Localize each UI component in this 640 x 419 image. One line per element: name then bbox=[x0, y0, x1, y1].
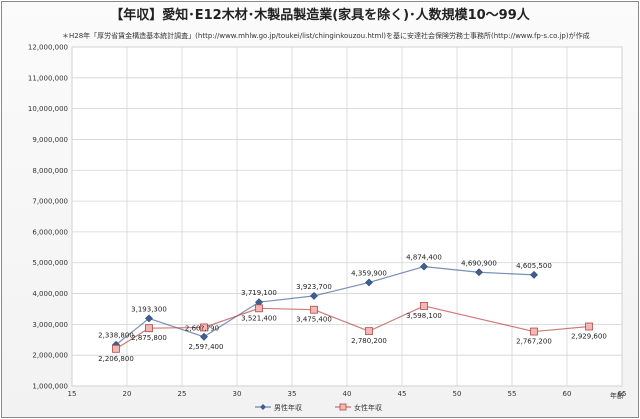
data-label: 3,923,700 bbox=[296, 283, 332, 291]
female-point-marker bbox=[112, 344, 120, 353]
series-segment bbox=[368, 266, 425, 284]
male-point-marker bbox=[200, 332, 208, 341]
y-tick-label: 2,000,000 bbox=[32, 352, 68, 360]
series-lines bbox=[112, 262, 593, 353]
data-label: 4,605,500 bbox=[516, 262, 552, 270]
x-tick-label: 50 bbox=[453, 390, 462, 398]
female-point-marker bbox=[310, 305, 318, 314]
series-segment bbox=[203, 301, 260, 338]
series-segment bbox=[115, 327, 150, 350]
female-point-marker bbox=[530, 327, 538, 336]
y-tick-label: 8,000,000 bbox=[32, 167, 68, 175]
data-label: 3,193,300 bbox=[131, 305, 167, 313]
data-label: 2,767,200 bbox=[516, 338, 552, 346]
legend: 男性年収 女性年収 bbox=[255, 403, 382, 412]
x-tick-label: 30 bbox=[233, 390, 242, 398]
x-tick-label: 55 bbox=[508, 390, 517, 398]
data-label: 4,690,900 bbox=[461, 259, 497, 267]
data-label: 2,929,600 bbox=[571, 333, 607, 341]
series-segment bbox=[423, 305, 535, 333]
series-segment bbox=[115, 317, 150, 346]
series-segment bbox=[533, 325, 590, 333]
female-point-marker bbox=[255, 304, 263, 313]
female-point-marker bbox=[145, 324, 153, 333]
series-segment bbox=[313, 281, 370, 297]
x-tick-label: 20 bbox=[123, 390, 132, 398]
y-tick-label: 9,000,000 bbox=[32, 136, 68, 144]
y-tick-label: 10,000,000 bbox=[28, 105, 68, 113]
male-point-marker bbox=[475, 268, 483, 277]
x-tick-label: 60 bbox=[563, 390, 572, 398]
male-point-marker bbox=[310, 291, 318, 300]
y-tick-label: 11,000,000 bbox=[28, 74, 68, 82]
y-tick-label: 6,000,000 bbox=[32, 228, 68, 236]
data-label: 2,206,800 bbox=[98, 355, 134, 363]
y-tick-label: 1,000,000 bbox=[32, 383, 68, 391]
series-segment bbox=[203, 307, 260, 329]
y-tick-label: 4,000,000 bbox=[32, 290, 68, 298]
female-point-marker bbox=[585, 322, 593, 331]
chart-title: 【年収】愛知･E12木材･木製品製造業(家具を除く)･人数規模10～99人 bbox=[110, 8, 530, 23]
data-label: 2,338,800 bbox=[98, 332, 134, 340]
x-tick-label: 45 bbox=[398, 390, 407, 398]
male-point-marker bbox=[530, 270, 538, 279]
legend-female-marker bbox=[339, 403, 347, 411]
x-tick-label: 40 bbox=[343, 390, 352, 398]
series-segment bbox=[258, 295, 315, 303]
data-label: 2,780,200 bbox=[351, 337, 387, 345]
data-label: 2,59?,400 bbox=[189, 343, 224, 351]
x-tick-label: 35 bbox=[288, 390, 297, 398]
data-label: 2,875,800 bbox=[131, 334, 167, 342]
series-segment bbox=[368, 305, 425, 332]
data-label: 3,521,400 bbox=[241, 314, 277, 322]
y-tick-label: 7,000,000 bbox=[32, 198, 68, 206]
series-segment bbox=[258, 307, 315, 311]
chart-source-note: ＊H28年「厚労省賃金構造基本統計調査」(http://www.mhlw.go.… bbox=[62, 32, 590, 40]
data-label: 3,719,100 bbox=[241, 289, 277, 297]
series-segment bbox=[313, 309, 370, 332]
data-label: 4,359,900 bbox=[351, 269, 387, 277]
x-tick-label: 15 bbox=[68, 390, 77, 398]
x-axis-title: 年齢 bbox=[610, 391, 624, 400]
x-tick-label: 65 bbox=[618, 390, 627, 398]
x-tick-label: 25 bbox=[178, 390, 187, 398]
data-labels: 2,338,800 3,193,300 2,59?,400 3,719,100 3,92… bbox=[98, 254, 607, 363]
y-tick-label: 3,000,000 bbox=[32, 321, 68, 329]
female-point-marker bbox=[420, 302, 428, 310]
series-segment bbox=[423, 266, 480, 273]
male-point-marker bbox=[420, 262, 428, 271]
data-label: 3,475,400 bbox=[296, 316, 332, 324]
female-point-marker bbox=[200, 323, 208, 332]
female-point-marker bbox=[365, 327, 373, 336]
data-label: 4,874,400 bbox=[406, 254, 442, 262]
axes: 1,000,000 2,000,000 3,000,000 4,000,000 5,00… bbox=[28, 44, 627, 399]
male-point-marker bbox=[365, 278, 373, 287]
data-label: 2,60?,?90 bbox=[185, 324, 219, 332]
data-label: 3,598,100 bbox=[406, 312, 442, 320]
legend-label: 女性年収 bbox=[354, 403, 382, 412]
series-segment bbox=[478, 271, 535, 276]
y-tick-label: 5,000,000 bbox=[32, 259, 68, 267]
y-tick-label: 12,000,000 bbox=[28, 44, 68, 52]
legend-male-marker bbox=[260, 404, 266, 410]
series-segment bbox=[148, 326, 205, 329]
legend-label: 男性年収 bbox=[274, 403, 302, 412]
male-point-marker bbox=[145, 314, 153, 323]
